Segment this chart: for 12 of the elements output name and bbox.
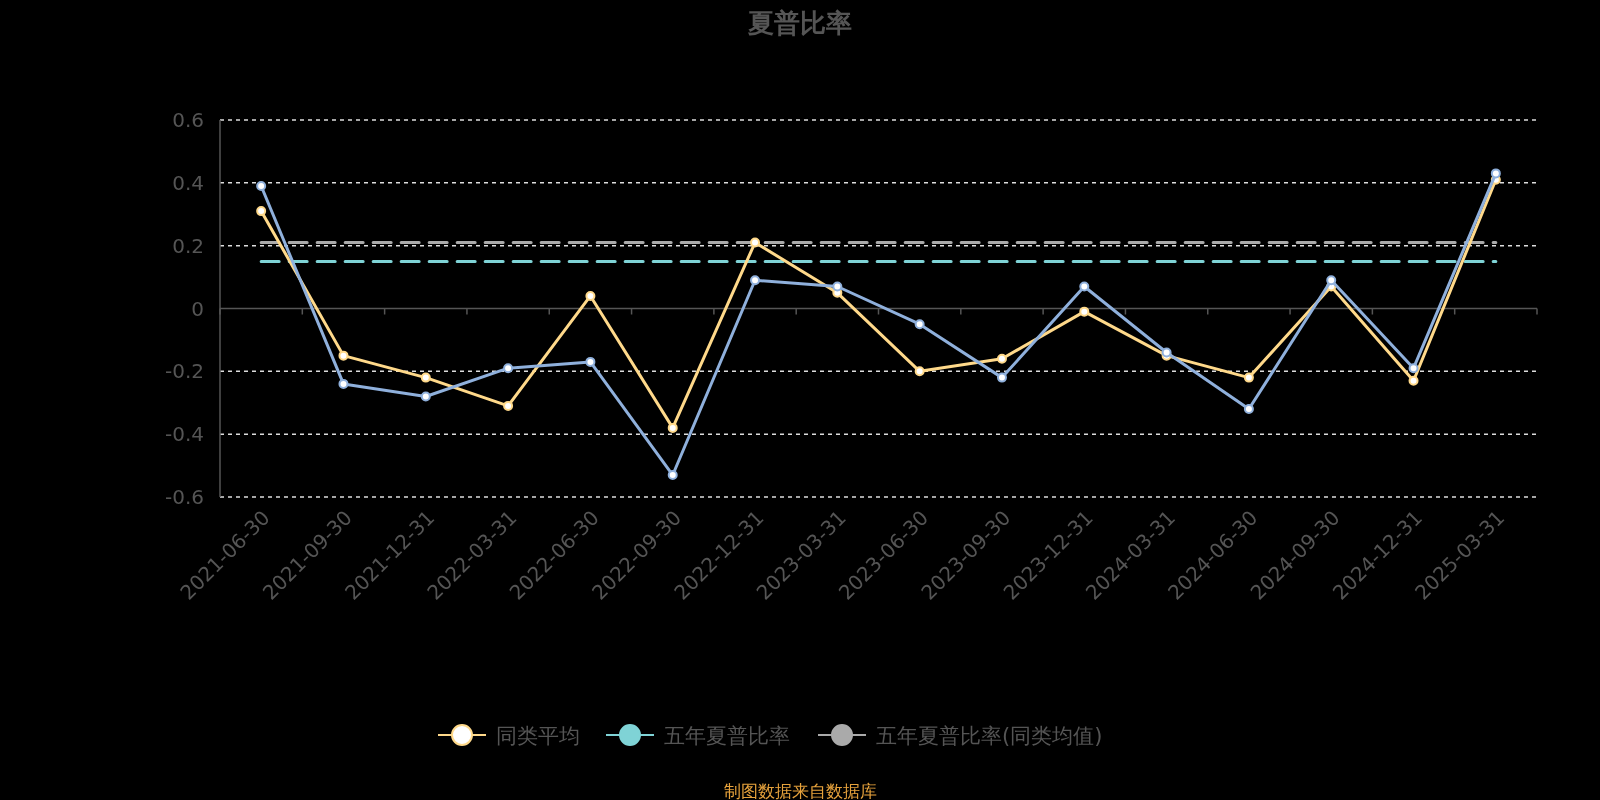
y-tick-label: -0.4: [164, 422, 204, 447]
legend-label: 同类平均: [496, 724, 580, 748]
y-tick-label: 0: [191, 296, 204, 321]
text: 制图数据来自数据库: [723, 781, 877, 800]
legend-label: 五年夏普比率(同类均值): [876, 724, 1103, 748]
y-tick-label: 0.6: [172, 108, 204, 132]
y-tick-label: 0.4: [172, 170, 204, 195]
y-tick-label: -0.2: [164, 359, 204, 384]
y-tick-label: -0.6: [164, 485, 204, 509]
legend-label: 五年夏普比率: [664, 724, 790, 748]
y-tick-label: 0.2: [172, 233, 204, 258]
chart-title: 夏普比率: [747, 8, 852, 38]
